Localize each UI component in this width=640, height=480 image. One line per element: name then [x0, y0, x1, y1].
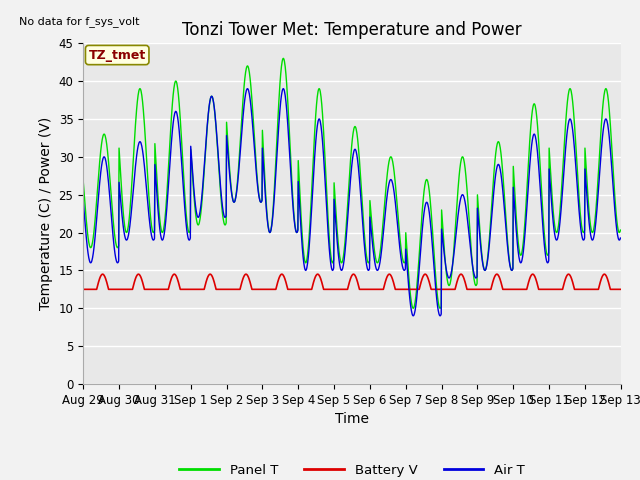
Battery V [186, 287, 194, 292]
Battery V [435, 287, 443, 292]
Battery V [553, 287, 561, 292]
Battery V [199, 287, 207, 292]
Battery V [99, 271, 106, 277]
Line: Panel T: Panel T [83, 59, 620, 308]
Battery V [79, 287, 87, 292]
Air T [554, 236, 561, 242]
Legend: Panel T, Battery V, Air T: Panel T, Battery V, Air T [174, 459, 530, 480]
Panel T [280, 56, 287, 61]
Air T [506, 263, 514, 268]
Panel T [616, 227, 624, 233]
Panel T [436, 305, 444, 311]
X-axis label: Time: Time [335, 412, 369, 426]
Battery V [259, 287, 267, 292]
Line: Air T: Air T [83, 89, 620, 316]
Text: No data for f_sys_volt: No data for f_sys_volt [19, 16, 139, 27]
Panel T [186, 229, 193, 235]
Panel T [410, 305, 417, 311]
Air T [616, 235, 624, 241]
Panel T [199, 190, 207, 196]
Air T [244, 86, 252, 92]
Air T [436, 313, 444, 319]
Panel T [506, 262, 514, 267]
Panel T [79, 178, 87, 184]
Text: TZ_tmet: TZ_tmet [88, 48, 146, 61]
Air T [186, 237, 193, 243]
Title: Tonzi Tower Met: Temperature and Power: Tonzi Tower Met: Temperature and Power [182, 21, 522, 39]
Battery V [506, 287, 513, 292]
Y-axis label: Temperature (C) / Power (V): Temperature (C) / Power (V) [39, 117, 53, 310]
Air T [259, 158, 267, 164]
Line: Battery V: Battery V [83, 274, 620, 289]
Air T [410, 313, 417, 319]
Air T [79, 198, 87, 204]
Panel T [259, 135, 267, 141]
Air T [199, 184, 207, 190]
Panel T [554, 228, 561, 234]
Battery V [616, 287, 624, 292]
